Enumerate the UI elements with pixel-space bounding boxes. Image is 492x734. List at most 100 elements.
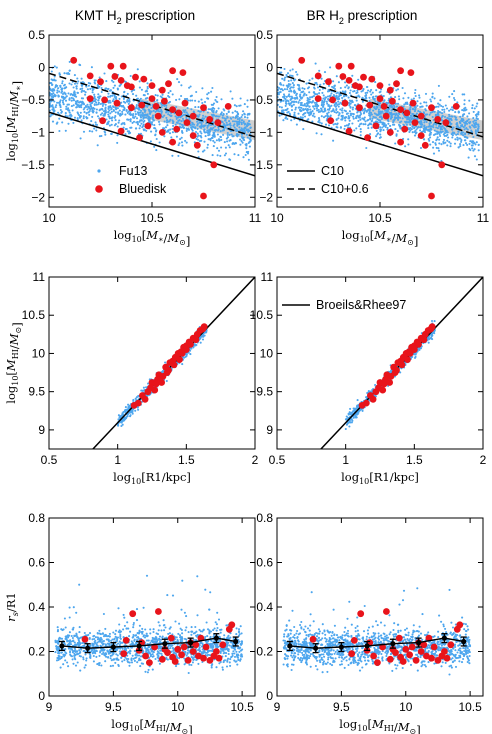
fu13-point	[200, 120, 203, 123]
y-tick-label: 11	[261, 270, 274, 284]
fu13-point	[430, 100, 433, 103]
fu13-point	[155, 137, 158, 141]
fu13-point	[327, 84, 331, 87]
fu13-point	[89, 104, 92, 107]
fu13-point	[327, 124, 331, 127]
fu13-point	[122, 417, 126, 420]
fu13-point	[445, 129, 448, 132]
y-axis-label: log10[MHI/M∗]	[4, 81, 24, 161]
bluedisk-point	[411, 119, 419, 126]
axis-label-part: HI	[11, 107, 20, 117]
fu13-point	[395, 89, 398, 92]
fu13-point	[233, 126, 236, 129]
fu13-point	[61, 80, 64, 83]
fu13-point	[464, 109, 467, 112]
fu13-point	[447, 136, 450, 139]
fu13-point	[79, 104, 82, 107]
fu13-point	[131, 93, 135, 96]
bluedisk-point	[406, 350, 414, 357]
axis-label-part: kpc	[394, 470, 415, 484]
fu13-point	[463, 103, 466, 106]
fu13-point	[123, 106, 126, 109]
fu13-point	[309, 108, 312, 111]
fu13-point	[85, 85, 88, 88]
fu13-point	[411, 117, 414, 120]
fu13-point	[352, 117, 355, 120]
fu13-point	[357, 119, 360, 122]
fu13-point	[207, 124, 210, 127]
fu13-point	[229, 90, 232, 93]
axis-label-part: [	[370, 228, 375, 242]
fu13-point	[190, 108, 193, 111]
fu13-point	[322, 82, 325, 85]
fu13-point	[133, 116, 136, 119]
fu13-point	[224, 146, 227, 149]
fu13-point	[335, 118, 338, 121]
fu13-point	[455, 133, 458, 136]
fu13-point	[364, 120, 367, 123]
fu13-point	[122, 100, 125, 103]
fu13-point	[434, 143, 437, 146]
axis-label-part: ]	[10, 322, 24, 327]
fu13-point	[63, 72, 66, 75]
fu13-point	[472, 110, 475, 113]
fu13-point	[311, 110, 314, 113]
fu13-point	[438, 138, 441, 141]
fu13-point	[167, 113, 170, 116]
fu13-point	[70, 83, 73, 86]
fu13-point	[167, 130, 170, 133]
fu13-point	[352, 90, 355, 93]
fu13-point	[439, 99, 442, 102]
fu13-point	[379, 112, 382, 115]
fu13-point	[201, 87, 204, 90]
fu13-point	[72, 97, 75, 100]
fu13-point	[238, 126, 241, 129]
fu13-point	[473, 107, 476, 110]
fu13-point	[362, 123, 365, 126]
fu13-point	[330, 92, 333, 95]
fu13-point	[298, 84, 301, 87]
fu13-point	[69, 113, 72, 116]
fu13-point	[457, 130, 460, 133]
bluedisk-point	[417, 132, 425, 140]
axis-label-part: [	[142, 228, 147, 242]
fu13-point	[356, 399, 359, 402]
bluedisk-point	[368, 75, 376, 83]
fu13-point	[290, 109, 294, 112]
fu13-point	[148, 109, 151, 112]
fu13-point	[212, 139, 215, 142]
fu13-point	[438, 103, 441, 106]
fu13-point	[348, 122, 351, 125]
fu13-point	[339, 86, 342, 90]
fu13-point	[343, 94, 346, 97]
axis-label-part: R1	[374, 470, 390, 484]
axis-label-part: R1	[146, 470, 162, 484]
axis-label-part: ]	[10, 81, 24, 86]
fu13-point	[403, 92, 407, 95]
fu13-point	[337, 100, 340, 103]
fu13-point	[52, 106, 55, 109]
fu13-point	[122, 108, 125, 112]
fu13-point	[459, 115, 462, 118]
fu13-point	[107, 87, 110, 90]
fu13-point	[236, 123, 239, 126]
fu13-point	[434, 133, 437, 136]
fu13-point	[379, 133, 382, 136]
fu13-point	[104, 103, 107, 106]
fu13-point	[175, 135, 178, 138]
fu13-point	[191, 99, 194, 102]
fu13-point	[321, 99, 324, 102]
axis-label-part: M	[373, 228, 387, 242]
fu13-point	[245, 147, 248, 150]
fu13-point	[334, 105, 337, 108]
fu13-point	[182, 113, 185, 117]
fu13-point	[365, 110, 368, 113]
fu13-point	[356, 89, 359, 92]
fu13-point	[477, 125, 480, 128]
fu13-point	[165, 121, 169, 124]
bluedisk-points	[358, 323, 436, 409]
fu13-point	[50, 95, 53, 98]
fu13-point	[62, 103, 65, 106]
fu13-point	[277, 88, 280, 91]
fu13-point	[430, 319, 434, 323]
